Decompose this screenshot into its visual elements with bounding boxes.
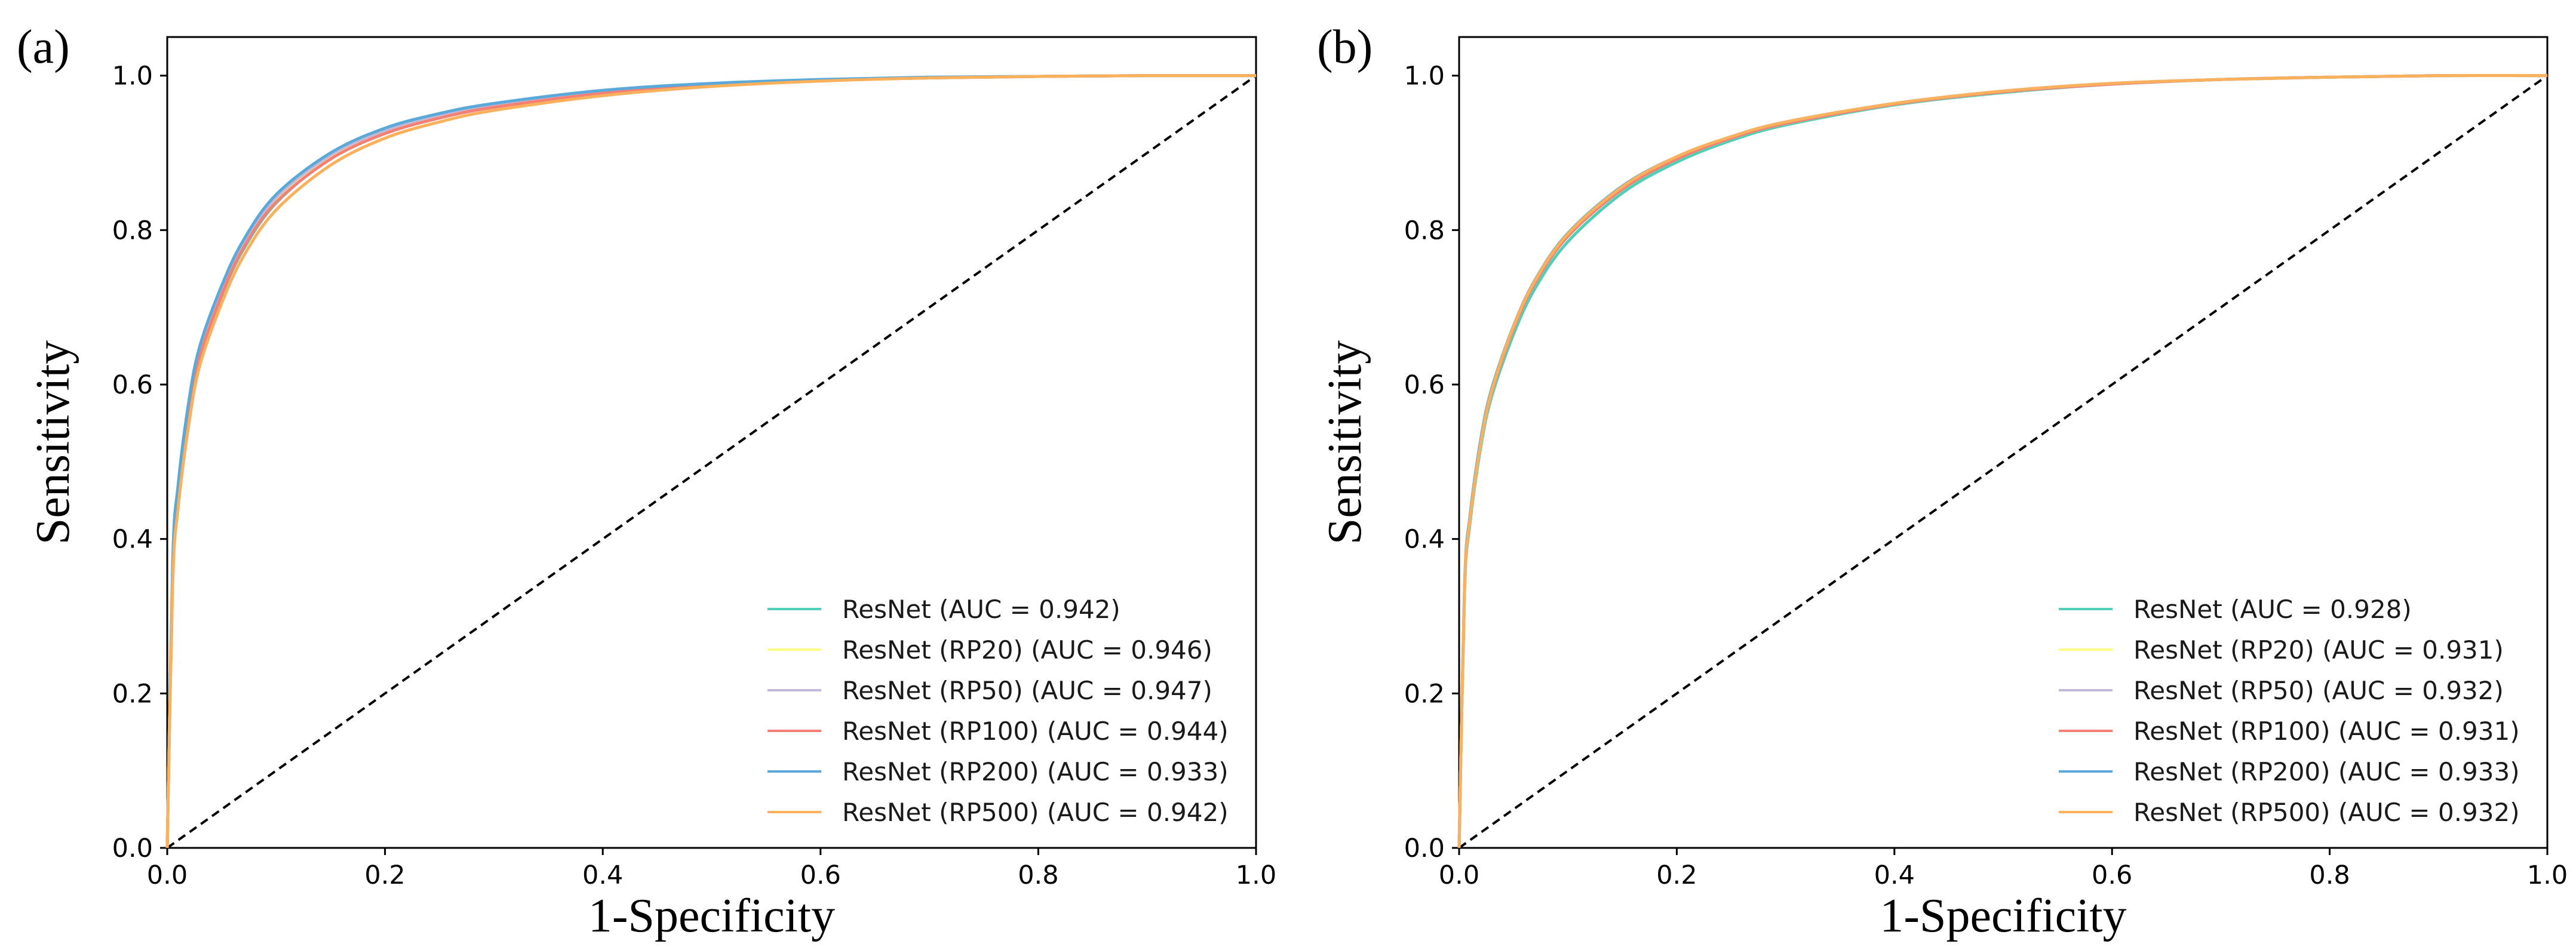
y-tick-label: 0.6	[1404, 370, 1445, 400]
x-tick-label: 0.0	[147, 860, 188, 890]
legend-entry-label: ResNet (RP500) (AUC = 0.932)	[2133, 798, 2520, 827]
y-tick-label: 0.4	[112, 525, 153, 555]
x-tick-label: 0.2	[364, 860, 405, 890]
y-tick-label: 0.2	[1404, 679, 1445, 709]
y-tick-label: 1.0	[112, 62, 153, 91]
legend-entry-label: ResNet (RP20) (AUC = 0.946)	[842, 635, 1212, 665]
y-tick-label: 0.2	[112, 679, 153, 709]
x-tick-label: 1.0	[1236, 860, 1276, 890]
x-tick-label: 0.8	[1018, 860, 1058, 890]
y-tick-label: 0.0	[112, 834, 153, 863]
legend-entry-label: ResNet (AUC = 0.942)	[842, 595, 1120, 624]
legend-entry-label: ResNet (RP50) (AUC = 0.932)	[2133, 676, 2504, 705]
y-tick-label: 1.0	[1404, 62, 1445, 91]
legend-entry-label: ResNet (RP20) (AUC = 0.931)	[2133, 635, 2504, 665]
panel-label: (b)	[1317, 21, 1373, 73]
plot-frame	[166, 36, 1257, 849]
legend-entry-label: ResNet (AUC = 0.928)	[2133, 595, 2412, 624]
y-axis-title: Sensitivity	[27, 340, 79, 545]
legend-entry-label: ResNet (RP200) (AUC = 0.933)	[2133, 757, 2520, 786]
chance-diagonal-line	[166, 75, 1257, 849]
legend-entry-label: ResNet (RP500) (AUC = 0.942)	[842, 798, 1229, 827]
chance-diagonal-line	[1458, 75, 2549, 849]
x-axis-title: 1-Specificity	[588, 890, 835, 942]
legend-entry-label: ResNet (RP200) (AUC = 0.933)	[842, 757, 1229, 786]
legend-entry-label: ResNet (RP100) (AUC = 0.931)	[2133, 717, 2520, 746]
y-tick-label: 0.6	[112, 370, 153, 400]
roc-curve-series-6	[1457, 73, 2548, 848]
y-tick-label: 0.8	[1404, 216, 1445, 245]
x-axis-title: 1-Specificity	[1880, 890, 2126, 942]
x-tick-label: 0.4	[1874, 860, 1915, 890]
plot-frame	[1458, 36, 2549, 849]
roc-panel-a: 0.0 0.2 0.4 0.6 0.8 1.0 0.0 0.2 0.4 0.6 0.8 1.0 1-Sp…	[17, 21, 1276, 942]
y-axis-title: Sensitivity	[1319, 340, 1371, 545]
x-tick-label: 0.4	[582, 860, 623, 890]
x-tick-label: 0.8	[2309, 860, 2350, 890]
legend: ResNet (AUC = 0.928) ResNet (RP20) (AUC =…	[2059, 595, 2520, 827]
roc-curve-series-6	[165, 74, 1257, 848]
legend-entry-label: ResNet (RP100) (AUC = 0.944)	[842, 717, 1229, 746]
x-tick-label: 0.6	[800, 860, 841, 890]
x-tick-label: 0.6	[2092, 860, 2132, 890]
panel-label: (a)	[17, 21, 70, 73]
y-tick-label: 0.8	[112, 216, 153, 245]
x-tick-label: 0.0	[1439, 860, 1479, 890]
legend: ResNet (AUC = 0.942) ResNet (RP20) (AUC =…	[767, 595, 1229, 827]
y-tick-label: 0.0	[1404, 834, 1445, 863]
roc-panel-b: 0.0 0.2 0.4 0.6 0.8 1.0 0.0 0.2 0.4 0.6 0.8 1.0 1-Sp…	[1317, 21, 2568, 942]
x-tick-label: 0.2	[1656, 860, 1697, 890]
y-tick-label: 0.4	[1404, 525, 1445, 555]
x-tick-label: 1.0	[2527, 860, 2568, 890]
legend-entry-label: ResNet (RP50) (AUC = 0.947)	[842, 676, 1212, 705]
